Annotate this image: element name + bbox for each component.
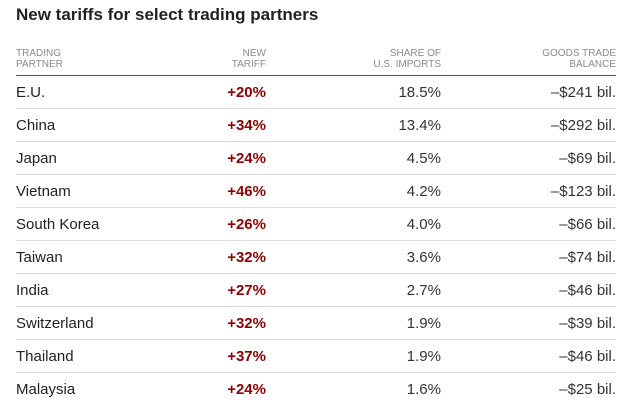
tariff-cell: +24% bbox=[227, 380, 266, 398]
partner-cell: Thailand bbox=[16, 339, 166, 373]
tariff-cell: +34% bbox=[166, 108, 266, 142]
balance-cell: –$74 bil. bbox=[441, 240, 616, 274]
balance-cell: –$66 bil. bbox=[441, 207, 616, 241]
tariff-cell: +20% bbox=[166, 75, 266, 109]
balance-cell: –$46 bil. bbox=[441, 339, 616, 373]
partner-cell: South Korea bbox=[16, 207, 166, 241]
balance-cell: –$123 bil. bbox=[441, 174, 616, 208]
header-trading-partner-line-1: TRADING bbox=[16, 48, 61, 59]
share-cell: 13.4% bbox=[266, 108, 441, 142]
partner-cell: Japan bbox=[16, 141, 166, 175]
partner-cell: Vietnam bbox=[16, 174, 166, 208]
table-row: South Korea +26% 4.0% –$66 bil. bbox=[16, 207, 616, 241]
table-header-row: TRADING PARTNER NEW TARIFF SHARE OF U.S.… bbox=[16, 44, 616, 76]
partner-cell: Malaysia bbox=[16, 380, 76, 398]
share-cell: 18.5% bbox=[266, 75, 441, 109]
table-row: China +34% 13.4% –$292 bil. bbox=[16, 108, 616, 142]
header-share-of-imports: SHARE OF U.S. IMPORTS bbox=[266, 44, 441, 76]
partner-cell: Taiwan bbox=[16, 240, 166, 274]
share-cell: 4.0% bbox=[266, 207, 441, 241]
partner-cell: E.U. bbox=[16, 75, 166, 109]
partner-cell: China bbox=[16, 108, 166, 142]
balance-cell: –$46 bil. bbox=[441, 273, 616, 307]
tariff-cell: +26% bbox=[166, 207, 266, 241]
header-new-tariff-line-1: NEW bbox=[242, 48, 266, 59]
header-balance-line-2: BALANCE bbox=[569, 59, 616, 70]
header-balance-line-1: GOODS TRADE bbox=[542, 48, 616, 59]
table-row: India +27% 2.7% –$46 bil. bbox=[16, 273, 616, 307]
tariff-table: TRADING PARTNER NEW TARIFF SHARE OF U.S.… bbox=[16, 44, 616, 405]
partner-cell: Switzerland bbox=[16, 306, 166, 340]
tariff-cell: +27% bbox=[166, 273, 266, 307]
share-cell: 1.9% bbox=[266, 339, 441, 373]
header-share-line-1: SHARE OF bbox=[389, 48, 441, 59]
table-row: Japan +24% 4.5% –$69 bil. bbox=[16, 141, 616, 175]
table-title: New tariffs for select trading partners bbox=[16, 5, 319, 24]
table-body: E.U. +20% 18.5% –$241 bil. China +34% 13… bbox=[16, 75, 616, 406]
share-cell: 3.6% bbox=[266, 240, 441, 274]
table-row: Thailand +37% 1.9% –$46 bil. bbox=[16, 339, 616, 373]
balance-cell: –$292 bil. bbox=[441, 108, 616, 142]
share-cell: 1.6% bbox=[406, 380, 441, 398]
tariff-table-graphic: New tariffs for select trading partners … bbox=[16, 5, 616, 405]
tariff-cell: +46% bbox=[166, 174, 266, 208]
table-row: Switzerland +32% 1.9% –$39 bil. bbox=[16, 306, 616, 340]
share-cell: 4.5% bbox=[266, 141, 441, 175]
tariff-cell: +32% bbox=[166, 240, 266, 274]
table-row: E.U. +20% 18.5% –$241 bil. bbox=[16, 75, 616, 109]
share-cell: 4.2% bbox=[266, 174, 441, 208]
balance-cell: –$25 bil. bbox=[559, 380, 616, 398]
partner-cell: India bbox=[16, 273, 166, 307]
table-row: Taiwan +32% 3.6% –$74 bil. bbox=[16, 240, 616, 274]
table-row: Malaysia +24% 1.6% –$25 bil. bbox=[16, 373, 616, 406]
tariff-cell: +24% bbox=[166, 141, 266, 175]
header-new-tariff-line-2: TARIFF bbox=[231, 59, 266, 70]
balance-cell: –$69 bil. bbox=[441, 141, 616, 175]
header-share-line-2: U.S. IMPORTS bbox=[373, 59, 441, 70]
share-cell: 1.9% bbox=[266, 306, 441, 340]
share-cell: 2.7% bbox=[266, 273, 441, 307]
header-trading-partner: TRADING PARTNER bbox=[16, 44, 166, 76]
table-row: Vietnam +46% 4.2% –$123 bil. bbox=[16, 174, 616, 208]
header-goods-trade-balance: GOODS TRADE BALANCE bbox=[441, 44, 616, 76]
tariff-cell: +32% bbox=[166, 306, 266, 340]
balance-cell: –$241 bil. bbox=[441, 75, 616, 109]
balance-cell: –$39 bil. bbox=[441, 306, 616, 340]
header-trading-partner-line-2: PARTNER bbox=[16, 59, 63, 70]
tariff-cell: +37% bbox=[166, 339, 266, 373]
header-new-tariff: NEW TARIFF bbox=[166, 44, 266, 76]
